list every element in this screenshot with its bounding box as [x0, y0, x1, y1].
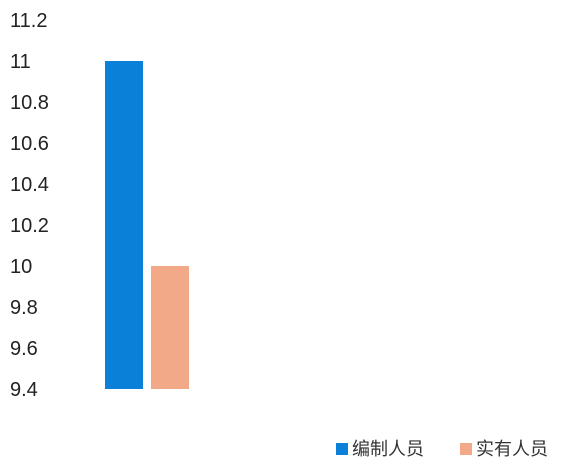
y-tick-label: 9.6 [10, 338, 38, 360]
y-tick-label: 9.4 [10, 379, 38, 401]
y-tick-label: 11 [10, 51, 31, 73]
y-tick-label: 10.4 [10, 174, 49, 196]
legend-label: 实有人员 [476, 439, 548, 460]
y-axis-tick-labels: 9.4 9.6 9.8 10 10.2 10.4 10.6 10.8 11 11.2 [10, 10, 49, 401]
bar-series-2 [151, 266, 189, 389]
y-tick-label: 10.8 [10, 92, 49, 114]
legend-swatch [460, 443, 472, 455]
bar-series-1 [105, 61, 143, 389]
y-tick-label: 11.2 [10, 10, 47, 32]
legend-label: 编制人员 [352, 439, 424, 460]
y-tick-label: 10.6 [10, 133, 49, 155]
y-tick-label: 9.8 [10, 297, 38, 319]
y-tick-label: 10 [10, 256, 32, 278]
y-tick-label: 10.2 [10, 215, 49, 237]
legend: 编制人员 实有人员 [336, 439, 548, 460]
legend-swatch [336, 443, 348, 455]
bar-series [105, 61, 189, 389]
